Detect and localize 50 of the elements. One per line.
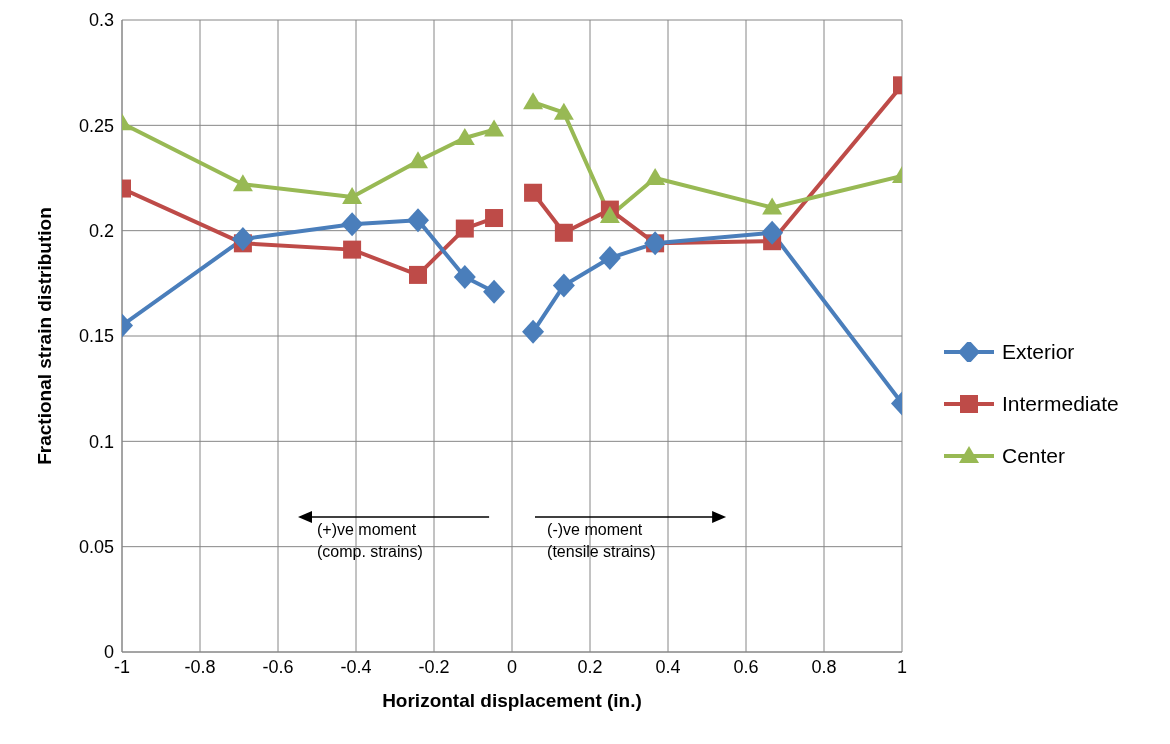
point <box>455 219 474 238</box>
point <box>232 174 253 192</box>
x-tick-label: 0 <box>506 656 518 677</box>
point <box>341 212 364 237</box>
x-tick-label: 0.2 <box>577 656 603 677</box>
point <box>407 208 430 233</box>
x-tick-label: 0.8 <box>811 656 837 677</box>
point <box>453 265 476 290</box>
x-tick-label: 1 <box>896 656 908 677</box>
point <box>408 151 429 169</box>
x-tick-label: -0.4 <box>340 656 372 677</box>
x-tick-label: 0.6 <box>733 656 759 677</box>
point <box>523 92 544 110</box>
point <box>598 246 621 271</box>
point <box>554 223 573 242</box>
point <box>645 168 666 185</box>
point <box>524 183 543 202</box>
x-tick-label: -1 <box>113 656 131 677</box>
point <box>762 197 783 215</box>
y-tick-label: 0.1 <box>88 431 114 452</box>
annotation: (-)ve moment (tensile strains) <box>547 520 656 563</box>
legend-label: Intermediate <box>1002 392 1119 416</box>
point <box>483 279 506 304</box>
annotation: (+)ve moment (comp. strains) <box>317 520 423 563</box>
point <box>599 205 620 223</box>
point <box>522 319 545 344</box>
point <box>231 227 254 252</box>
y-tick-label: 0.2 <box>88 221 114 242</box>
x-tick-label: -0.2 <box>418 656 450 677</box>
y-axis-title: Fractional strain distribution <box>33 207 55 465</box>
y-tick-label: 0.3 <box>88 10 114 31</box>
x-tick-label: -0.8 <box>184 656 216 677</box>
point <box>342 186 363 204</box>
x-tick-label: 0.4 <box>655 656 681 677</box>
point <box>553 102 574 120</box>
point <box>343 240 362 259</box>
point <box>485 209 504 228</box>
legend-label: Exterior <box>1002 340 1075 364</box>
point <box>484 119 505 137</box>
legend-label: Center <box>1002 444 1066 468</box>
point <box>761 220 784 245</box>
point <box>552 273 575 298</box>
x-axis-title: Horizontal displacement (in.) <box>382 690 642 712</box>
y-tick-label: 0.05 <box>78 537 114 558</box>
point <box>409 265 428 284</box>
point <box>454 127 475 145</box>
y-tick-label: 0.15 <box>78 326 114 347</box>
y-tick-label: 0 <box>103 642 114 663</box>
y-tick-label: 0.25 <box>78 115 114 136</box>
x-tick-label: -0.6 <box>262 656 294 677</box>
